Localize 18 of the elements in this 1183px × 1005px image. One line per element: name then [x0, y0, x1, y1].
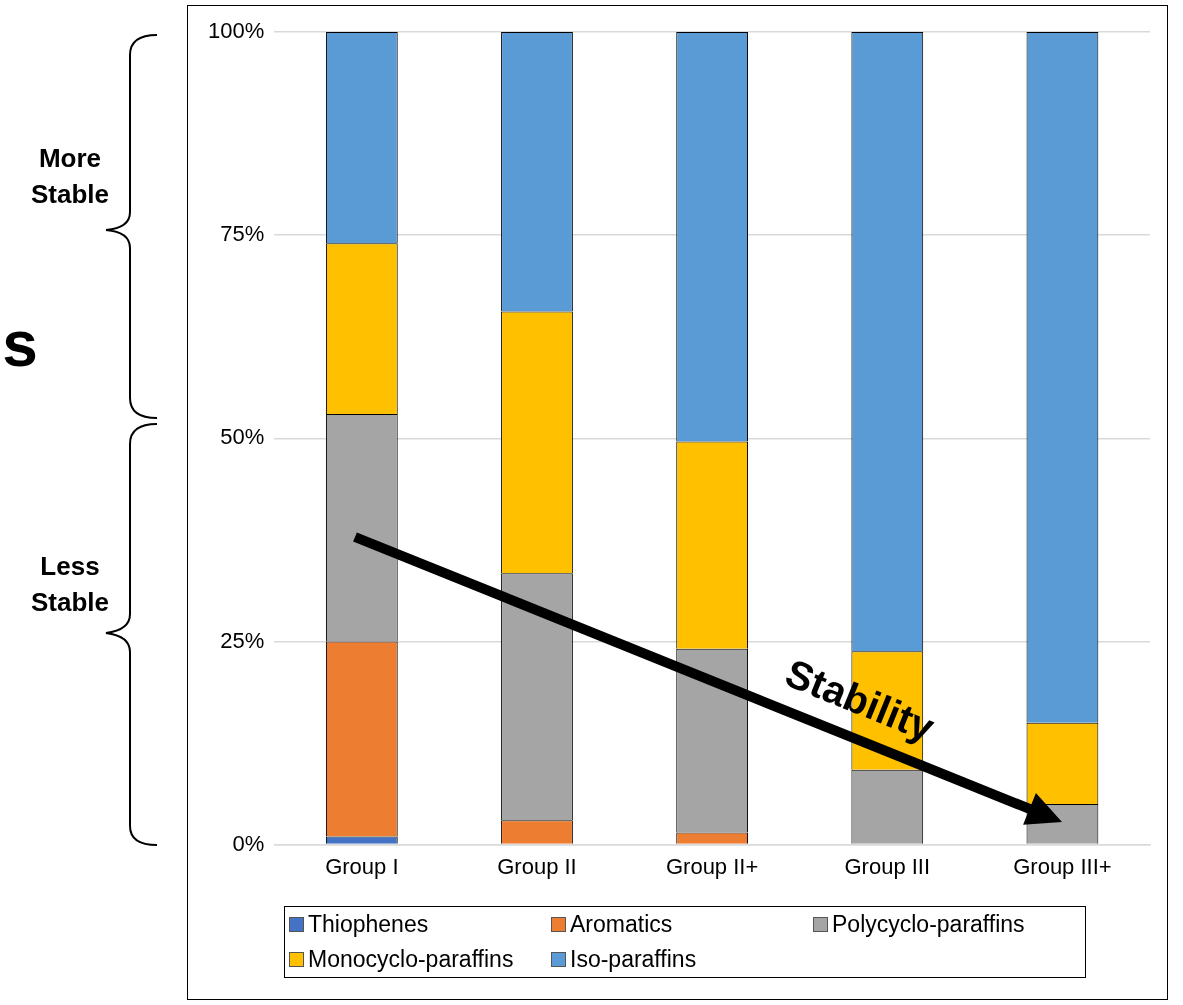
y-tick-label: 25%: [220, 627, 265, 653]
text: s: [1, 307, 39, 382]
y-tick-label: 0%: [232, 830, 265, 856]
legend-label: Aromatics: [570, 911, 673, 938]
legend-label: Iso-paraffins: [570, 946, 697, 973]
x-tick-label: Group III: [844, 853, 931, 879]
legend-label: Polycyclo-paraffins: [832, 911, 1025, 938]
text: More Stable: [30, 142, 110, 212]
x-tick-label: Group II+: [665, 853, 759, 879]
x-tick-label: Group I: [325, 853, 399, 879]
y-tick-label: 50%: [220, 424, 265, 450]
x-tick-label: Group II: [497, 853, 577, 879]
text: Less Stable: [30, 550, 110, 620]
legend-label: Monocyclo-paraffins: [308, 946, 514, 973]
x-tick-label: Group III+: [1013, 853, 1112, 879]
y-tick-label: 75%: [220, 221, 265, 247]
y-tick-label: 100%: [207, 18, 265, 44]
legend-label: Thiophenes: [308, 911, 429, 938]
